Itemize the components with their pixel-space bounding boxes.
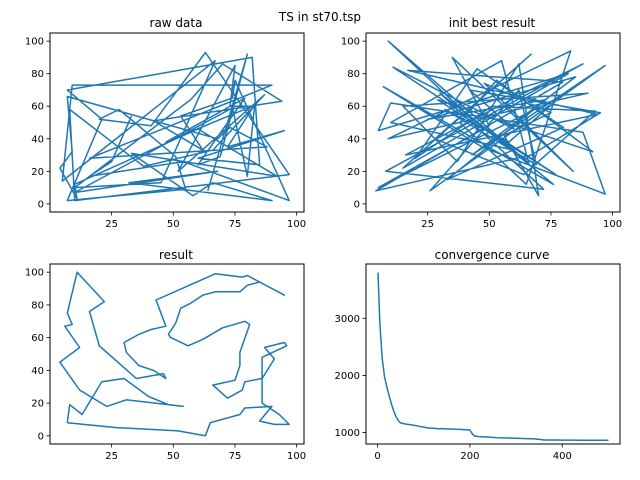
subplot-init-best-result: init best result 25 50 75 100 0 20 40 60 80 100 bbox=[341, 16, 622, 230]
result-x-tick-label: 100 bbox=[287, 451, 306, 462]
raw-data-y-tick-label: 60 bbox=[31, 102, 44, 113]
result-y-tick-label: 20 bbox=[31, 399, 44, 410]
convergence-curve-axes-frame bbox=[365, 263, 621, 445]
raw-data-y-tick-label: 0 bbox=[38, 199, 44, 210]
convergence-curve-x-tick-label: 400 bbox=[553, 451, 572, 462]
raw-data-series-line-0 bbox=[59, 51, 290, 202]
result-y-tick-label: 100 bbox=[25, 268, 44, 279]
result-axes-frame bbox=[49, 263, 305, 445]
raw-data-y-tick-label: 100 bbox=[25, 37, 44, 48]
convergence-curve-series-line-0 bbox=[377, 272, 609, 442]
convergence-curve-y-tick-label: 1000 bbox=[335, 428, 360, 439]
init-best-result-y-tick-label: 20 bbox=[347, 167, 360, 178]
init-best-result-y-tick-label: 80 bbox=[347, 69, 360, 80]
raw-data-x-tick-label: 25 bbox=[105, 219, 118, 230]
result-x-tick-label: 50 bbox=[167, 451, 180, 462]
figure-suptitle: TS in st70.tsp bbox=[278, 10, 361, 24]
init-best-result-y-tick-label: 100 bbox=[341, 37, 360, 48]
subplot-title-result: result bbox=[159, 248, 193, 262]
init-best-result-y-tick-label: 0 bbox=[354, 199, 360, 210]
init-best-result-x-tick-label: 75 bbox=[545, 219, 558, 230]
result-y-tick-label: 0 bbox=[38, 431, 44, 442]
init-best-result-y-tick-label: 40 bbox=[347, 134, 360, 145]
raw-data-x-tick-label: 100 bbox=[287, 219, 306, 230]
convergence-curve-y-tick-label: 2000 bbox=[335, 371, 360, 382]
convergence-curve-y-tick-label: 3000 bbox=[335, 314, 360, 325]
raw-data-y-tick-label: 20 bbox=[31, 167, 44, 178]
subplot-title-init-best-result: init best result bbox=[449, 16, 536, 30]
subplot-result: result 25 50 75 100 0 20 40 60 80 100 bbox=[25, 248, 306, 462]
subplot-raw-data: raw data 25 50 75 100 0 20 40 60 80 100 bbox=[25, 16, 306, 230]
raw-data-y-tick-label: 40 bbox=[31, 134, 44, 145]
init-best-result-axes-frame bbox=[365, 32, 621, 213]
result-series-line-0 bbox=[59, 271, 290, 437]
raw-data-axes-frame bbox=[49, 32, 305, 213]
init-best-result-x-tick-label: 50 bbox=[483, 219, 496, 230]
result-x-tick-label: 75 bbox=[229, 451, 242, 462]
init-best-result-x-tick-label: 100 bbox=[603, 219, 622, 230]
raw-data-x-tick-label: 75 bbox=[229, 219, 242, 230]
result-x-tick-label: 25 bbox=[105, 451, 118, 462]
subplot-title-convergence-curve: convergence curve bbox=[435, 248, 550, 262]
init-best-result-x-tick-label: 25 bbox=[421, 219, 434, 230]
raw-data-x-tick-label: 50 bbox=[167, 219, 180, 230]
result-y-tick-label: 40 bbox=[31, 366, 44, 377]
subplot-convergence-curve: convergence curve 0 200 400 1000 2000 3000 bbox=[335, 248, 621, 462]
raw-data-y-tick-label: 80 bbox=[31, 69, 44, 80]
subplot-title-raw-data: raw data bbox=[150, 16, 203, 30]
convergence-curve-x-tick-label: 0 bbox=[374, 451, 380, 462]
result-y-tick-label: 80 bbox=[31, 300, 44, 311]
init-best-result-y-tick-label: 60 bbox=[347, 102, 360, 113]
init-best-result-series-line-0 bbox=[375, 40, 606, 197]
convergence-curve-x-tick-label: 200 bbox=[460, 451, 479, 462]
result-y-tick-label: 60 bbox=[31, 333, 44, 344]
